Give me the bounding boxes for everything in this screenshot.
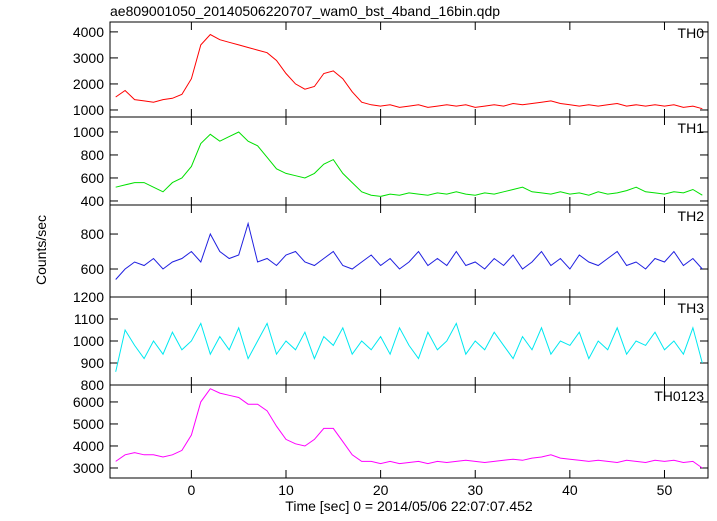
data-line bbox=[115, 221, 703, 280]
panel-frame bbox=[109, 384, 709, 479]
data-line bbox=[115, 131, 703, 197]
y-tick-label: 3000 bbox=[73, 50, 104, 66]
y-tick-label: 3000 bbox=[73, 460, 104, 476]
y-tick-label: 1000 bbox=[73, 102, 104, 118]
x-tick-label: 0 bbox=[187, 482, 195, 498]
panel-label: TH3 bbox=[678, 300, 705, 316]
y-tick-label: 4000 bbox=[73, 438, 104, 454]
panel-frame bbox=[109, 21, 709, 118]
y-tick-label: 600 bbox=[81, 261, 105, 277]
y-tick-label: 400 bbox=[81, 193, 105, 209]
y-tick-label: 600 bbox=[81, 170, 105, 186]
y-tick-label: 5000 bbox=[73, 416, 104, 432]
data-line bbox=[115, 322, 703, 372]
y-tick-label: 800 bbox=[81, 147, 105, 163]
panel-frame bbox=[109, 296, 709, 386]
x-tick-label: 10 bbox=[278, 482, 294, 498]
x-axis-label: Time [sec] 0 = 2014/05/06 22:07:07.452 bbox=[285, 498, 533, 514]
data-line bbox=[115, 33, 703, 110]
y-tick-label: 4000 bbox=[73, 24, 104, 40]
panel-label: TH2 bbox=[678, 208, 705, 224]
y-tick-label: 1000 bbox=[73, 333, 104, 349]
y-tick-label: 6000 bbox=[73, 394, 104, 410]
x-tick-label: 50 bbox=[657, 482, 673, 498]
x-tick-label: 30 bbox=[467, 482, 483, 498]
y-tick-label: 1000 bbox=[73, 124, 104, 140]
y-tick-label: 800 bbox=[81, 377, 105, 393]
chart-title: ae809001050_20140506220707_wam0_bst_4ban… bbox=[110, 3, 500, 19]
panel-frame bbox=[109, 116, 709, 206]
panel-label: TH1 bbox=[678, 120, 705, 136]
x-tick-label: 20 bbox=[373, 482, 389, 498]
y-tick-label: 1200 bbox=[73, 289, 104, 305]
data-line bbox=[115, 388, 703, 469]
y-tick-label: 1100 bbox=[74, 311, 104, 327]
panel-label: TH0 bbox=[678, 25, 705, 41]
y-tick-label: 900 bbox=[81, 355, 105, 371]
x-tick-label: 40 bbox=[562, 482, 578, 498]
y-tick-label: 2000 bbox=[73, 76, 104, 92]
y-tick-label: 800 bbox=[81, 226, 105, 242]
panel-label: TH0123 bbox=[654, 388, 704, 404]
panel-frame bbox=[109, 204, 709, 298]
y-axis-label: Counts/sec bbox=[33, 215, 49, 285]
